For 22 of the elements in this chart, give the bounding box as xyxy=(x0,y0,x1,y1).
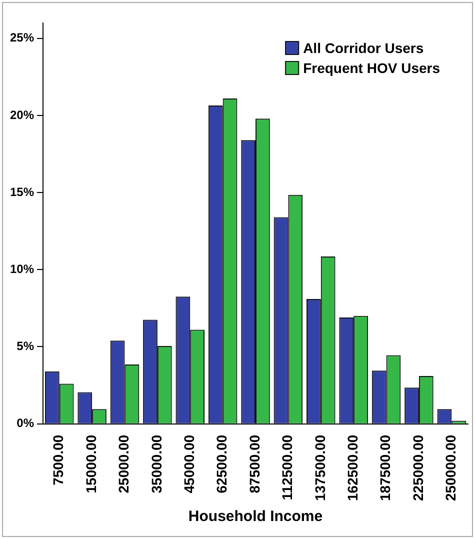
y-tick-label: 20% xyxy=(10,108,34,122)
x-tick-label: 162500.00 xyxy=(344,434,360,502)
y-tick-label: 5% xyxy=(16,339,34,354)
y-tick-label: 0% xyxy=(16,416,34,430)
x-tick-label: 7500.00 xyxy=(50,434,66,486)
legend-label: All Corridor Users xyxy=(303,40,424,56)
x-tick-label: 45000.00 xyxy=(180,434,197,494)
x-tick-label: 62500.00 xyxy=(214,434,230,494)
y-tick-label: 15% xyxy=(10,184,34,199)
x-tick-label: 137500.00 xyxy=(312,434,328,502)
x-tick-label: 112500.00 xyxy=(279,434,296,500)
y-tick-label: 25% xyxy=(10,30,34,45)
x-tick-label: 87500.00 xyxy=(246,434,262,494)
legend-label: Frequent HOV Users xyxy=(303,60,440,76)
x-tick-label: 187500.00 xyxy=(377,434,394,502)
x-tick-label: 15000.00 xyxy=(82,434,99,494)
x-tick-label: 35000.00 xyxy=(148,434,164,494)
x-tick-label: 25000.00 xyxy=(116,434,132,494)
x-tick-label: 250000.00 xyxy=(442,434,459,502)
x-axis-title: Household Income xyxy=(188,508,323,526)
x-tick-label: 225000.00 xyxy=(410,434,426,502)
y-tick-label: 10% xyxy=(10,262,34,276)
